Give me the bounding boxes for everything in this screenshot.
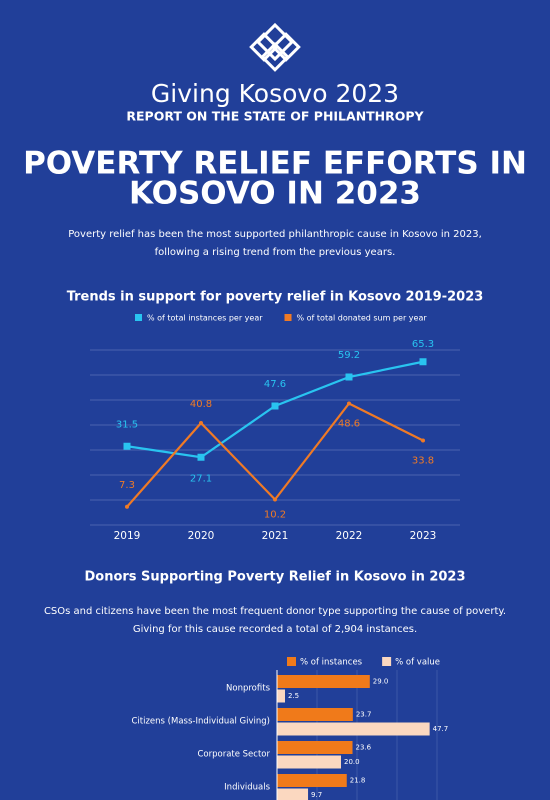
data-label: 27.1 xyxy=(190,473,212,484)
marker xyxy=(273,497,277,502)
bar xyxy=(277,755,341,769)
data-label: 47.7 xyxy=(433,725,449,733)
data-label: 48.6 xyxy=(338,419,360,430)
category-label: Individuals xyxy=(224,783,270,793)
x-tick-label: 2021 xyxy=(262,530,289,542)
data-label: 10.2 xyxy=(264,510,286,521)
legend-swatch xyxy=(135,314,142,321)
marker xyxy=(125,504,129,509)
data-label: 9.7 xyxy=(311,791,322,799)
x-tick-label: 2020 xyxy=(188,530,215,542)
marker xyxy=(419,358,427,366)
bar xyxy=(277,788,309,800)
headline: POVERTY RELIEF EFFORTS IN xyxy=(23,146,527,182)
data-label: 29.0 xyxy=(373,678,389,686)
data-label: 47.6 xyxy=(264,379,286,390)
logo xyxy=(249,22,301,72)
intro-text: following a rising trend from the previo… xyxy=(155,247,396,258)
legend-label: % of value xyxy=(395,658,440,668)
marker xyxy=(421,438,425,443)
bar xyxy=(277,708,353,721)
bar xyxy=(277,774,347,787)
legend-swatch xyxy=(284,314,292,321)
marker xyxy=(271,402,279,410)
legend-label: % of instances xyxy=(300,658,363,668)
marker xyxy=(199,421,203,425)
chart-title: Trends in support for poverty relief in … xyxy=(67,290,484,305)
data-label: 65.3 xyxy=(412,339,434,350)
intro-text: Poverty relief has been the most support… xyxy=(68,229,482,240)
x-tick-label: 2019 xyxy=(114,530,141,542)
bar xyxy=(277,675,370,688)
data-label: 31.5 xyxy=(116,419,138,430)
legend-label: % of total instances per year xyxy=(147,314,263,323)
data-label: 23.6 xyxy=(356,744,372,752)
marker xyxy=(123,442,131,450)
category-label: Citizens (Mass-Individual Giving) xyxy=(131,717,270,727)
report-subtitle: REPORT ON THE STATE OF PHILANTHROPY xyxy=(126,109,424,124)
report-title: Giving Kosovo 2023 xyxy=(151,79,399,108)
marker xyxy=(347,401,351,406)
marker xyxy=(197,453,205,461)
legend-label: % of total donated sum per year xyxy=(297,314,428,323)
data-label: 33.8 xyxy=(412,456,434,467)
x-tick-label: 2022 xyxy=(336,530,363,542)
data-label: 23.7 xyxy=(356,711,372,719)
marker xyxy=(345,373,353,381)
category-label: Nonprofits xyxy=(226,684,271,694)
bar xyxy=(277,689,285,703)
line xyxy=(126,402,424,508)
bar xyxy=(277,741,353,754)
bar xyxy=(277,722,430,736)
legend-swatch xyxy=(287,657,296,666)
data-label: 2.5 xyxy=(288,692,299,700)
data-label: 7.3 xyxy=(119,480,135,491)
data-label: 21.8 xyxy=(350,777,366,785)
chart-title: Donors Supporting Poverty Relief in Koso… xyxy=(84,570,465,585)
chart-description: CSOs and citizens have been the most fre… xyxy=(44,606,506,617)
category-label: Corporate Sector xyxy=(197,750,270,760)
data-label: 20.0 xyxy=(344,758,360,766)
chart-description: Giving for this cause recorded a total o… xyxy=(133,624,417,635)
legend-swatch xyxy=(382,657,392,666)
data-label: 59.2 xyxy=(338,350,360,361)
x-tick-label: 2023 xyxy=(410,530,437,542)
data-label: 40.8 xyxy=(190,399,212,410)
headline: KOSOVO IN 2023 xyxy=(129,176,421,212)
